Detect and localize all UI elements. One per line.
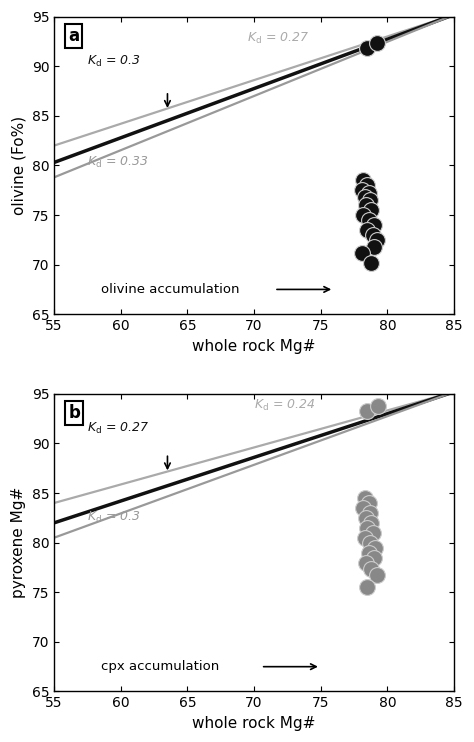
X-axis label: whole rock Mg#: whole rock Mg# — [192, 338, 316, 354]
Point — [364, 180, 371, 191]
Point — [361, 492, 369, 504]
Y-axis label: olivine (Fo%): olivine (Fo%) — [11, 116, 26, 215]
Text: $K_\mathrm{d}$ = 0.33: $K_\mathrm{d}$ = 0.33 — [88, 155, 149, 170]
Point — [373, 569, 381, 581]
Point — [365, 187, 373, 199]
Point — [362, 556, 370, 568]
Point — [370, 219, 378, 231]
X-axis label: whole rock Mg#: whole rock Mg# — [192, 716, 316, 731]
Text: olivine accumulation: olivine accumulation — [101, 283, 239, 296]
Point — [361, 191, 369, 203]
Point — [365, 214, 373, 226]
Text: a: a — [68, 27, 79, 45]
Point — [368, 563, 375, 575]
Text: $K_\mathrm{d}$ = 0.3: $K_\mathrm{d}$ = 0.3 — [88, 53, 141, 69]
Point — [373, 37, 381, 49]
Point — [369, 527, 376, 539]
Point — [366, 507, 374, 519]
Point — [362, 512, 370, 524]
Point — [365, 497, 373, 509]
Point — [360, 174, 367, 186]
Point — [364, 405, 371, 417]
Point — [364, 522, 371, 533]
Point — [368, 204, 375, 216]
Point — [369, 229, 376, 241]
Text: $K_\mathrm{d}$ = 0.27: $K_\mathrm{d}$ = 0.27 — [247, 31, 310, 46]
Point — [366, 194, 374, 206]
Point — [364, 582, 371, 594]
Text: cpx accumulation: cpx accumulation — [101, 660, 219, 673]
Y-axis label: pyroxene Mg#: pyroxene Mg# — [11, 487, 26, 598]
Point — [365, 547, 373, 559]
Text: $K_\mathrm{d}$ = 0.27: $K_\mathrm{d}$ = 0.27 — [88, 421, 149, 436]
Point — [368, 517, 375, 529]
Point — [366, 536, 374, 548]
Point — [362, 199, 370, 211]
Point — [364, 224, 371, 236]
Point — [360, 502, 367, 514]
Point — [358, 184, 366, 196]
Text: b: b — [68, 404, 80, 422]
Point — [360, 209, 367, 221]
Point — [374, 400, 382, 412]
Text: $K_\mathrm{d}$ = 0.3: $K_\mathrm{d}$ = 0.3 — [88, 510, 141, 525]
Point — [373, 234, 381, 246]
Point — [358, 247, 366, 259]
Point — [368, 257, 375, 269]
Point — [370, 241, 378, 253]
Text: $K_\mathrm{d}$ = 0.24: $K_\mathrm{d}$ = 0.24 — [254, 398, 315, 413]
Point — [372, 542, 379, 554]
Point — [361, 532, 369, 544]
Point — [364, 42, 371, 54]
Point — [370, 551, 378, 563]
